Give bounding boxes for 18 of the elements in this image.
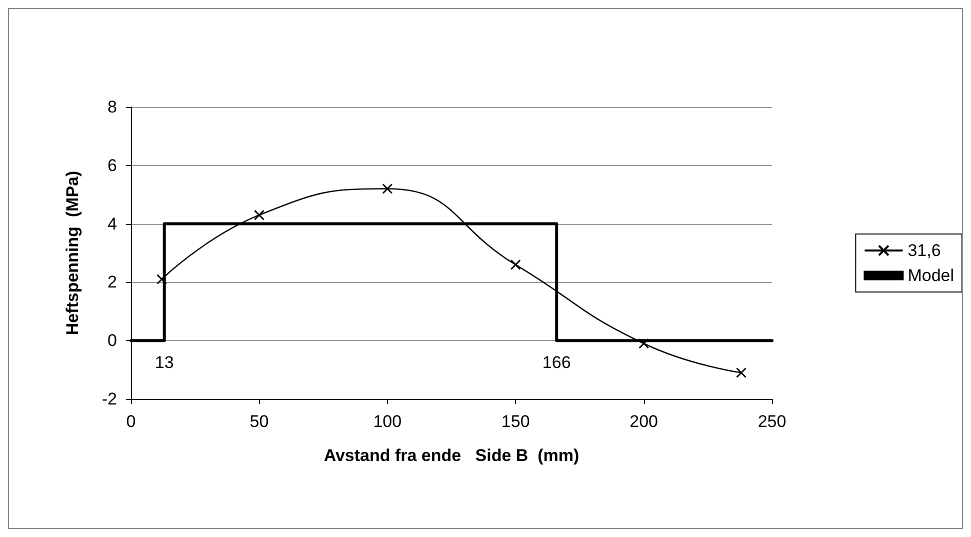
- annotation: 13: [154, 353, 174, 372]
- y-tick-label: 4: [108, 214, 117, 234]
- y-tick-label: 2: [108, 272, 117, 292]
- x-tick-label: 200: [630, 412, 658, 431]
- y-tick-label: 8: [108, 98, 117, 116]
- x-tick-label: 250: [758, 412, 786, 431]
- legend-label: Model: [908, 266, 954, 285]
- x-tick-label: 100: [373, 412, 402, 431]
- x-axis-title: Avstand fra ende Side B (mm): [324, 446, 580, 465]
- x-tick-label: 150: [501, 412, 530, 431]
- x-tick-label: 50: [250, 412, 269, 431]
- y-tick-label: 6: [108, 156, 117, 175]
- y-axis-title: Heftspenning (MPa): [63, 170, 82, 336]
- y-tick-label: 0: [108, 331, 117, 350]
- legend-label: 31,6: [908, 241, 941, 260]
- annotation: 166: [542, 353, 571, 372]
- y-tick-label: -2: [102, 390, 117, 408]
- x-tick-label: 0: [126, 412, 136, 431]
